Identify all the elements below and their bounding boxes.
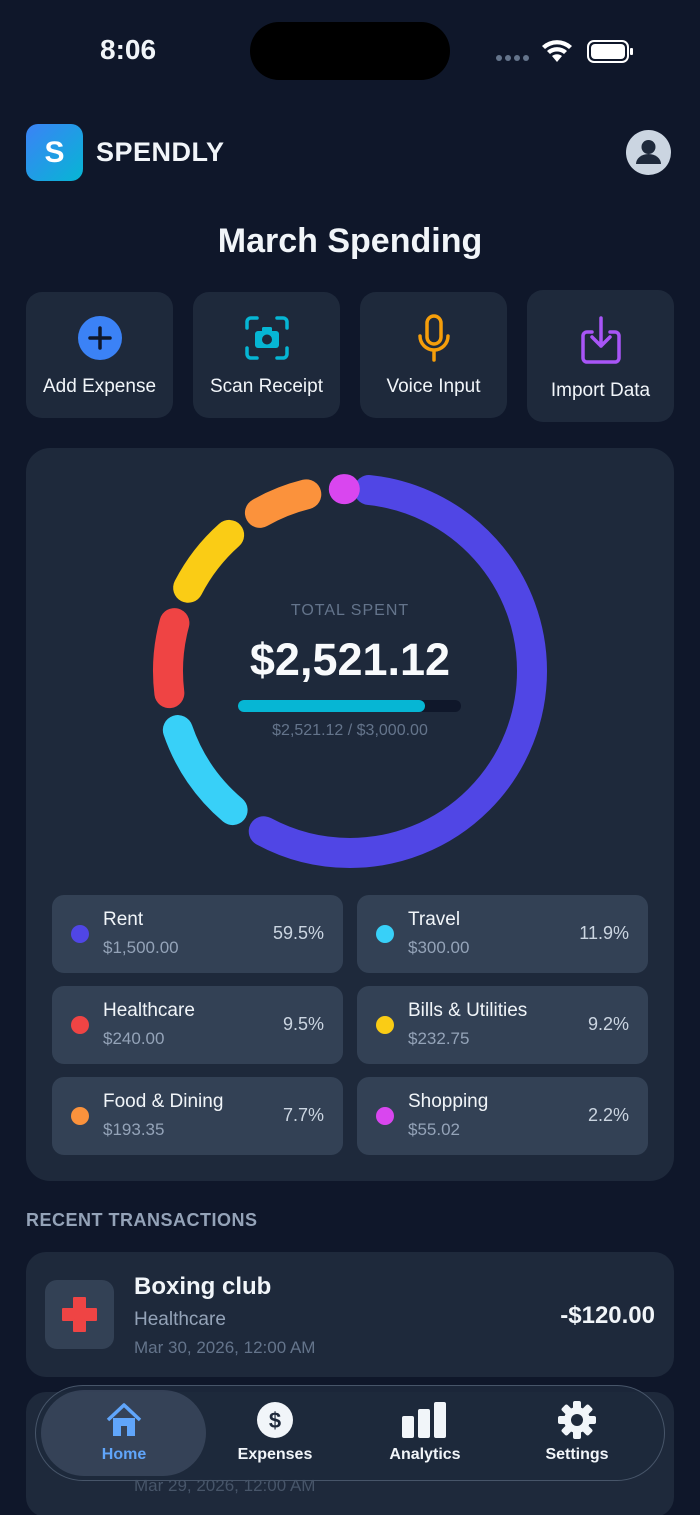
legend-dot [376, 925, 394, 943]
action-button[interactable]: Add Expense [26, 292, 173, 418]
category-share: 9.2% [587, 1014, 629, 1034]
legend-item[interactable]: Bills & Utilities $232.75 9.2% [357, 986, 648, 1064]
action-label: Import Data [550, 380, 651, 401]
status-icons [496, 40, 633, 63]
category-share: 2.2% [587, 1105, 629, 1125]
gear-icon [558, 1401, 596, 1439]
budget-text: $2,521.12 / $3,000.00 [272, 722, 428, 739]
page-title: March Spending [217, 222, 483, 260]
transaction-row[interactable]: Boxing club Healthcare Mar 30, 2026, 12:… [26, 1252, 674, 1377]
transaction-amount: -$120.00 [560, 1302, 655, 1329]
dynamic-island [250, 22, 450, 80]
action-button[interactable]: Scan Receipt [193, 292, 340, 418]
tab-bar: Home $ Expenses Analytics Settings [35, 1385, 665, 1481]
tab-label: Analytics [389, 1446, 461, 1463]
legend-dot [376, 1016, 394, 1034]
category-name: Shopping [408, 1091, 489, 1112]
bars-icon [402, 1402, 446, 1438]
donut-segment [153, 474, 547, 868]
category-name: Food & Dining [103, 1091, 224, 1112]
home-icon [106, 1403, 142, 1436]
legend-dot [71, 1016, 89, 1034]
tab-home[interactable]: Home [49, 1386, 199, 1482]
budget-track [238, 700, 461, 712]
scan-icon [244, 316, 289, 360]
total-amount: $2,521.12 [249, 634, 451, 685]
legend-dot [71, 925, 89, 943]
action-label: Scan Receipt [209, 376, 323, 397]
legend-item[interactable]: Shopping $55.02 2.2% [357, 1077, 648, 1155]
transaction-category: Healthcare [134, 1309, 226, 1330]
section-heading: RECENT TRANSACTIONS [26, 1210, 258, 1230]
category-share: 9.5% [282, 1014, 324, 1034]
legend-item[interactable]: Rent $1,500.00 59.5% [52, 895, 343, 973]
legend-dot [376, 1107, 394, 1125]
category-amount: $55.02 [408, 1120, 460, 1139]
tab-expenses[interactable]: $ Expenses [200, 1386, 350, 1482]
budget-bar [238, 700, 426, 712]
category-name: Rent [103, 909, 144, 930]
category-name: Travel [408, 909, 461, 930]
legend-item[interactable]: Food & Dining $193.35 7.7% [52, 1077, 343, 1155]
app-name: SPENDLY [96, 137, 225, 167]
add-icon [77, 316, 122, 360]
profile-avatar[interactable] [626, 130, 671, 175]
category-amount: $193.35 [103, 1120, 165, 1139]
tab-label: Expenses [237, 1446, 313, 1463]
transaction-title: Boxing club [134, 1273, 272, 1300]
health-icon [62, 1297, 97, 1332]
legend-item[interactable]: Healthcare $240.00 9.5% [52, 986, 343, 1064]
mic-icon [417, 314, 450, 362]
category-name: Bills & Utilities [408, 1000, 528, 1021]
category-share: 59.5% [272, 923, 324, 943]
legend-item[interactable]: Travel $300.00 11.9% [357, 895, 648, 973]
category-share: 11.9% [579, 923, 629, 943]
tab-label: Home [101, 1446, 147, 1463]
legend-dot [71, 1107, 89, 1125]
spending-card: TOTAL SPENT $2,521.12 $2,521.12 / $3,000… [26, 448, 674, 1181]
category-amount: $300.00 [408, 938, 470, 957]
app-logo[interactable]: S [26, 124, 83, 181]
action-button[interactable]: Import Data [527, 290, 674, 422]
import-icon [580, 316, 621, 364]
svg-text:$: $ [269, 1408, 281, 1433]
category-share: 7.7% [282, 1105, 324, 1125]
category-amount: $1,500.00 [103, 938, 179, 957]
category-name: Healthcare [103, 1000, 195, 1021]
dollar-icon: $ [257, 1402, 293, 1438]
total-label: TOTAL SPENT [290, 602, 410, 619]
tab-analytics[interactable]: Analytics [350, 1386, 500, 1482]
donut-chart [152, 474, 547, 868]
category-amount: $240.00 [103, 1029, 165, 1048]
category-amount: $232.75 [408, 1029, 470, 1048]
action-button[interactable]: Voice Input [360, 292, 507, 418]
action-label: Add Expense [42, 376, 157, 397]
action-label: Voice Input [386, 376, 481, 397]
transaction-date: Mar 30, 2026, 12:00 AM [134, 1338, 316, 1357]
tab-settings[interactable]: Settings [502, 1386, 652, 1482]
tab-label: Settings [545, 1446, 609, 1463]
status-time: 8:06 [100, 34, 157, 65]
transaction-icon [45, 1280, 114, 1349]
